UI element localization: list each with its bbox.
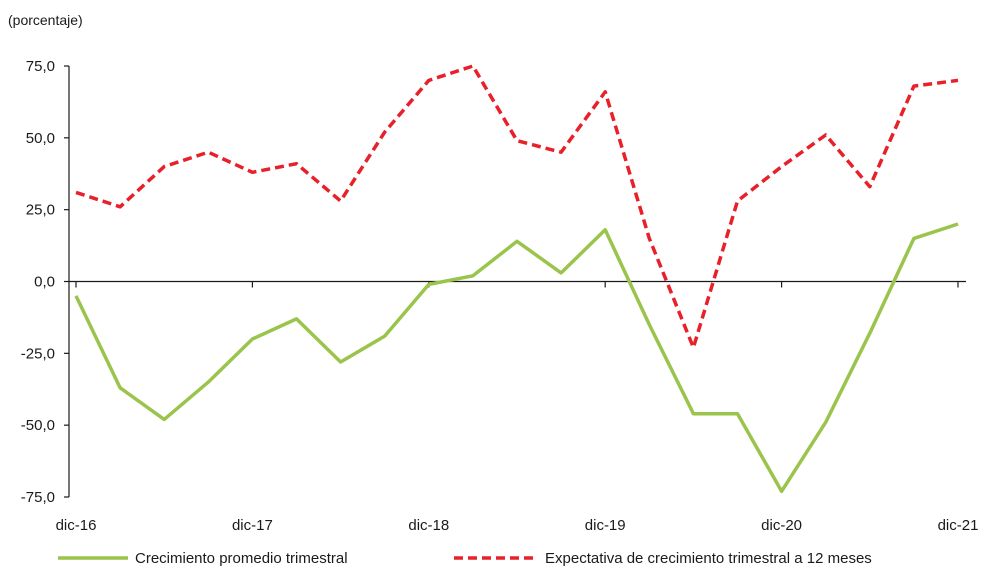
x-tick-label: dic-16 xyxy=(56,517,97,534)
x-tick-label: dic-20 xyxy=(761,517,802,534)
x-tick-label: dic-18 xyxy=(408,517,449,534)
y-unit-label: (porcentaje) xyxy=(8,12,83,28)
y-tick-label: -50,0 xyxy=(21,417,55,434)
x-tick-label: dic-17 xyxy=(232,517,273,534)
y-tick-label: -25,0 xyxy=(21,345,55,362)
y-tick-label: 0,0 xyxy=(34,274,55,291)
legend-label: Crecimiento promedio trimestral xyxy=(135,550,348,567)
series-lines xyxy=(74,64,959,494)
series-line-expectativa xyxy=(75,64,959,350)
series-line-crecimiento xyxy=(74,222,959,494)
x-axis: dic-16 dic-17 dic-18 dic-19 dic-20 dic-21 xyxy=(56,280,979,534)
x-tick-label: dic-19 xyxy=(585,517,626,534)
y-tick-label: 25,0 xyxy=(26,202,55,219)
legend: Crecimiento promedio trimestral Expectati… xyxy=(58,550,872,567)
x-tick-label: dic-21 xyxy=(938,517,979,534)
legend-label: Expectativa de crecimiento trimestral a … xyxy=(545,550,872,567)
y-tick-label: 50,0 xyxy=(26,130,55,147)
y-axis: 75,0 50,0 25,0 0,0 -25,0 -50,0 -75,0 xyxy=(21,58,70,506)
y-tick-label: -75,0 xyxy=(21,489,55,506)
y-tick-label: 75,0 xyxy=(26,58,55,75)
